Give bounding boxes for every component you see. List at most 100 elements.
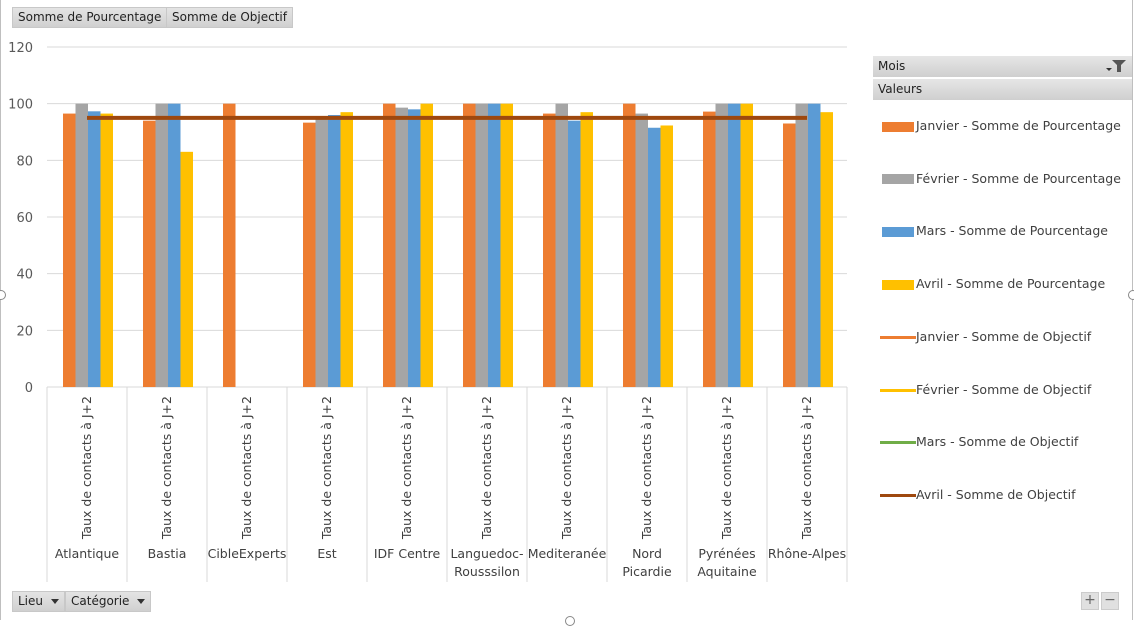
bar xyxy=(340,112,353,388)
resize-handle-left[interactable] xyxy=(0,290,6,300)
bar xyxy=(555,103,568,388)
y-tick-label: 60 xyxy=(16,211,33,226)
legend-field-mois[interactable]: Mois xyxy=(873,56,1132,77)
bar xyxy=(63,113,76,387)
category-sublabel: Taux de contacts à J+2 xyxy=(79,396,94,540)
legend-item[interactable]: Mars - Somme de Pourcentage xyxy=(882,223,1108,238)
category-label: Rousssilon xyxy=(454,564,520,579)
bar xyxy=(223,103,236,388)
legend-field-valeurs[interactable]: Valeurs xyxy=(873,79,1132,100)
field-button-categorie[interactable]: Catégorie xyxy=(65,591,152,612)
bar xyxy=(303,122,316,388)
legend-item[interactable]: Mars - Somme de Objectif xyxy=(880,434,1079,450)
category-sublabel: Taux de contacts à J+2 xyxy=(639,396,654,540)
legend-item[interactable]: Janvier - Somme de Pourcentage xyxy=(882,118,1121,133)
bar xyxy=(660,125,673,387)
legend-item[interactable]: Janvier - Somme de Objectif xyxy=(880,328,1092,344)
bar xyxy=(88,111,101,388)
legend-field-mois-label: Mois xyxy=(878,59,906,73)
bar xyxy=(100,113,113,387)
legend-item[interactable]: Avril - Somme de Pourcentage xyxy=(882,276,1105,291)
bar xyxy=(408,109,421,387)
legend-item-label: Mars - Somme de Objectif xyxy=(916,434,1079,450)
bar xyxy=(395,107,408,387)
category-label: Languedoc- xyxy=(450,546,523,561)
bar xyxy=(315,116,328,388)
bar xyxy=(488,103,501,388)
expand-button[interactable]: + xyxy=(1081,592,1099,610)
category-label: Rhône-Alpes xyxy=(768,546,846,561)
legend-line-swatch-icon xyxy=(880,441,916,445)
bar xyxy=(543,113,556,387)
y-tick-label: 100 xyxy=(8,98,33,113)
y-tick-label: 20 xyxy=(16,324,33,339)
bar xyxy=(808,103,821,388)
legend-bar-swatch-icon xyxy=(882,174,914,185)
category-label: IDF Centre xyxy=(374,546,441,561)
bar xyxy=(168,103,181,388)
legend-item-label: Janvier - Somme de Objectif xyxy=(916,328,1092,344)
category-label: Aquitaine xyxy=(697,564,757,579)
y-tick-label: 40 xyxy=(16,268,33,283)
category-label: Atlantique xyxy=(55,546,120,561)
legend-item-label: Février - Somme de Objectif xyxy=(916,381,1092,397)
bar xyxy=(463,103,476,388)
field-button-lieu[interactable]: Lieu xyxy=(12,591,66,612)
bar xyxy=(703,111,716,387)
bar xyxy=(475,103,488,388)
legend-bar-swatch-icon xyxy=(882,226,914,237)
field-button-somme-objectif[interactable]: Somme de Objectif xyxy=(166,7,293,28)
legend-item[interactable]: Février - Somme de Objectif xyxy=(880,381,1092,397)
category-label: Pyrénées xyxy=(698,546,755,561)
category-label: Est xyxy=(317,546,336,561)
bar xyxy=(783,123,796,387)
category-sublabel: Taux de contacts à J+2 xyxy=(159,396,174,540)
legend-item-label: Mars - Somme de Pourcentage xyxy=(916,223,1108,239)
legend-item[interactable]: Avril - Somme de Objectif xyxy=(880,486,1076,502)
legend-item[interactable]: Février - Somme de Pourcentage xyxy=(882,171,1121,186)
category-sublabel: Taux de contacts à J+2 xyxy=(719,396,734,540)
y-tick-label: 120 xyxy=(8,41,33,56)
legend-item-label: Avril - Somme de Pourcentage xyxy=(916,276,1106,292)
bar xyxy=(635,113,648,387)
category-sublabel: Taux de contacts à J+2 xyxy=(559,396,574,540)
dropdown-arrow-icon xyxy=(137,599,146,604)
legend-line-swatch-icon xyxy=(880,493,916,497)
legend-line-swatch-icon xyxy=(880,388,916,392)
y-tick-label: 80 xyxy=(16,154,33,169)
y-tick-label: 0 xyxy=(25,381,33,396)
bar xyxy=(155,103,168,388)
bar xyxy=(420,103,433,388)
bar xyxy=(180,151,193,387)
bar xyxy=(820,112,833,388)
field-button-lieu-label: Lieu xyxy=(18,594,44,608)
legend-line-swatch-icon xyxy=(880,335,916,339)
bar xyxy=(795,103,808,388)
bar xyxy=(143,120,156,388)
legend-bar-swatch-icon xyxy=(882,279,914,290)
collapse-button[interactable]: − xyxy=(1101,592,1119,610)
category-sublabel: Taux de contacts à J+2 xyxy=(319,396,334,540)
legend-item-label: Avril - Somme de Objectif xyxy=(916,486,1076,502)
category-label: CibleExperts xyxy=(208,546,287,561)
filter-icon[interactable] xyxy=(1106,59,1126,80)
bar xyxy=(75,103,88,388)
category-sublabel: Taux de contacts à J+2 xyxy=(799,396,814,540)
category-sublabel: Taux de contacts à J+2 xyxy=(239,396,254,540)
category-label: Mediteranée xyxy=(528,546,607,561)
category-sublabel: Taux de contacts à J+2 xyxy=(399,396,414,540)
field-button-categorie-label: Catégorie xyxy=(71,594,130,608)
category-sublabel: Taux de contacts à J+2 xyxy=(479,396,494,540)
field-button-somme-pourcentage[interactable]: Somme de Pourcentage xyxy=(12,7,168,28)
bar xyxy=(648,127,661,387)
legend-item-label: Janvier - Somme de Pourcentage xyxy=(916,118,1121,133)
bar xyxy=(328,115,341,387)
legend-item-label: Février - Somme de Pourcentage xyxy=(916,170,1121,186)
category-label: Nord xyxy=(632,546,662,561)
resize-handle-right[interactable] xyxy=(1128,290,1134,300)
bar xyxy=(715,103,728,388)
category-label: Bastia xyxy=(148,546,187,561)
bar xyxy=(740,103,753,388)
